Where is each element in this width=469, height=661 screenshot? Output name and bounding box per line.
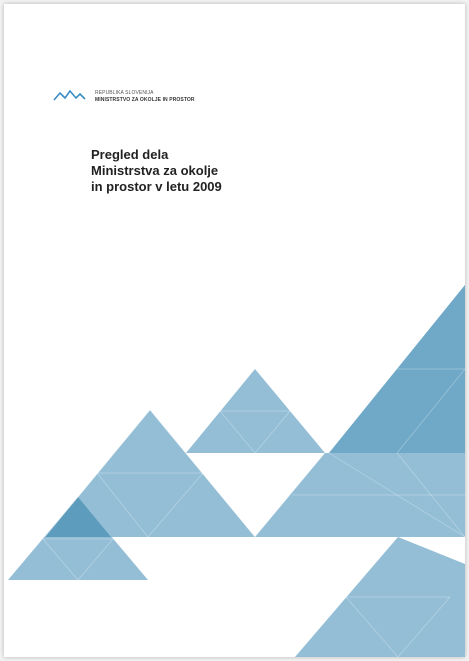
- root: REPUBLIKA SLOVENIJA MINISTRSTVO ZA OKOLJ…: [0, 0, 469, 661]
- title-line: Ministrstva za okolje: [91, 163, 222, 179]
- logo-mark: [54, 91, 85, 100]
- cover-page: REPUBLIKA SLOVENIJA MINISTRSTVO ZA OKOLJ…: [4, 4, 465, 657]
- title-line: Pregled dela: [91, 147, 222, 163]
- triangles: [8, 285, 465, 657]
- header-line: REPUBLIKA SLOVENIJA: [95, 90, 154, 96]
- cover-art: [4, 4, 465, 657]
- title: Pregled dela Ministrstva za okolje in pr…: [91, 147, 222, 195]
- title-line: in prostor v letu 2009: [91, 179, 222, 195]
- header-line: MINISTRSTVO ZA OKOLJE IN PROSTOR: [95, 97, 195, 103]
